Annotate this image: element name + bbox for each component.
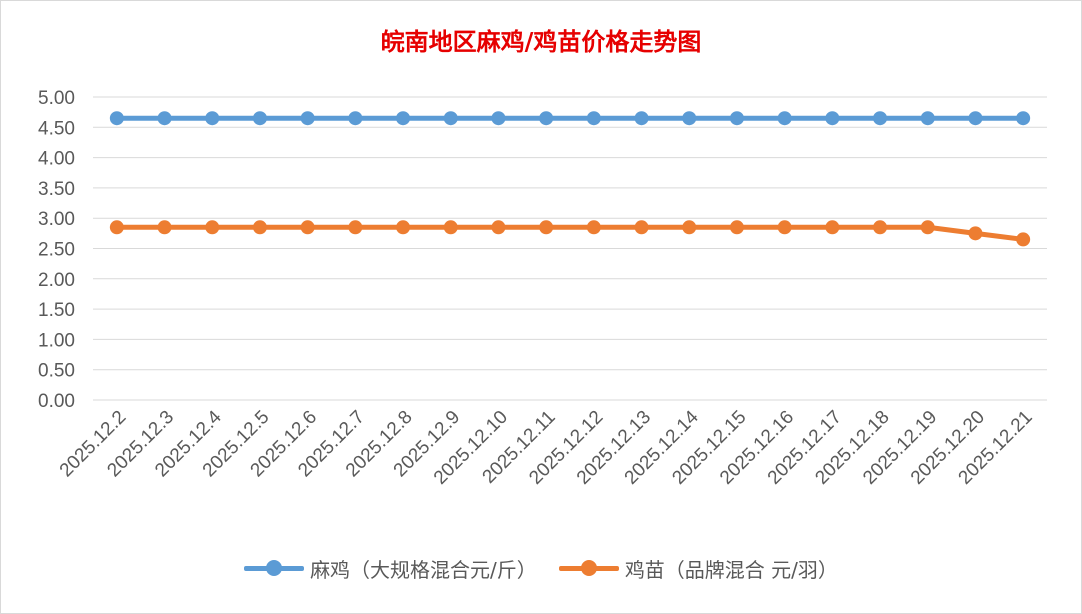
data-point[interactable] (157, 111, 172, 126)
data-point[interactable] (586, 111, 601, 126)
data-point[interactable] (252, 111, 267, 126)
data-point[interactable] (205, 220, 220, 235)
data-point[interactable] (443, 111, 458, 126)
series-layer (109, 111, 1031, 247)
chart-title: 皖南地区麻鸡/鸡苗价格走势图 (380, 27, 702, 56)
y-tick-label: 2.00 (38, 270, 75, 291)
data-point[interactable] (491, 220, 506, 235)
data-point[interactable] (348, 220, 363, 235)
legend-swatch-ma-ji (244, 558, 305, 578)
data-point[interactable] (443, 220, 458, 235)
data-point[interactable] (205, 111, 220, 126)
data-point[interactable] (109, 111, 124, 126)
data-point[interactable] (634, 111, 649, 126)
data-point[interactable] (777, 220, 792, 235)
x-axis-ticks: 2025.12.22025.12.32025.12.42025.12.52025… (56, 406, 1037, 488)
data-point[interactable] (825, 111, 840, 126)
data-point[interactable] (539, 111, 554, 126)
y-tick-label: 1.00 (38, 330, 75, 351)
data-point[interactable] (396, 111, 411, 126)
y-tick-label: 1.50 (38, 300, 75, 321)
data-point[interactable] (396, 220, 411, 235)
grid-lines (93, 96, 1047, 401)
y-tick-label: 4.00 (38, 149, 75, 170)
data-point[interactable] (1016, 111, 1031, 126)
data-point[interactable] (968, 111, 983, 126)
y-tick-label: 0.00 (38, 391, 75, 412)
data-point[interactable] (252, 220, 267, 235)
data-point[interactable] (682, 220, 697, 235)
y-tick-label: 3.00 (38, 209, 75, 230)
data-point[interactable] (968, 226, 983, 241)
data-point[interactable] (491, 111, 506, 126)
legend-item-ji-miao[interactable]: 鸡苗（品牌混合 元/羽） (558, 554, 838, 583)
data-point[interactable] (634, 220, 649, 235)
data-point[interactable] (777, 111, 792, 126)
data-point[interactable] (873, 220, 888, 235)
data-point[interactable] (348, 111, 363, 126)
y-tick-label: 4.50 (38, 118, 75, 139)
y-tick-label: 3.50 (38, 179, 75, 200)
data-point[interactable] (920, 111, 935, 126)
data-point[interactable] (729, 111, 744, 126)
data-point[interactable] (825, 220, 840, 235)
legend-dot-ji-miao (580, 560, 597, 576)
data-point[interactable] (300, 220, 315, 235)
y-axis-ticks: 0.00 0.50 1.00 1.50 2.00 2.50 3.00 3.50 4.00 4.50… (38, 88, 75, 412)
legend-item-ma-ji[interactable]: 麻鸡（大规格混合元/斤） (244, 554, 537, 583)
data-point[interactable] (729, 220, 744, 235)
legend-swatch-ji-miao (558, 558, 619, 578)
legend-dot-ma-ji (266, 560, 283, 576)
legend-label-ji-miao: 鸡苗（品牌混合 元/羽） (624, 557, 838, 582)
data-point[interactable] (157, 220, 172, 235)
legend-label-ma-ji: 麻鸡（大规格混合元/斤） (310, 557, 537, 582)
data-point[interactable] (873, 111, 888, 126)
data-point[interactable] (539, 220, 554, 235)
y-tick-label: 0.50 (38, 361, 75, 382)
y-tick-label: 2.50 (38, 240, 75, 261)
data-point[interactable] (300, 111, 315, 126)
data-point[interactable] (1016, 232, 1031, 247)
data-point[interactable] (109, 220, 124, 235)
data-point[interactable] (586, 220, 601, 235)
data-point[interactable] (682, 111, 697, 126)
series-line-1 (114, 224, 1026, 242)
y-tick-label: 5.00 (38, 88, 75, 109)
data-point[interactable] (920, 220, 935, 235)
legend: 麻鸡（大规格混合元/斤） 鸡苗（品牌混合 元/羽） (0, 552, 1082, 584)
